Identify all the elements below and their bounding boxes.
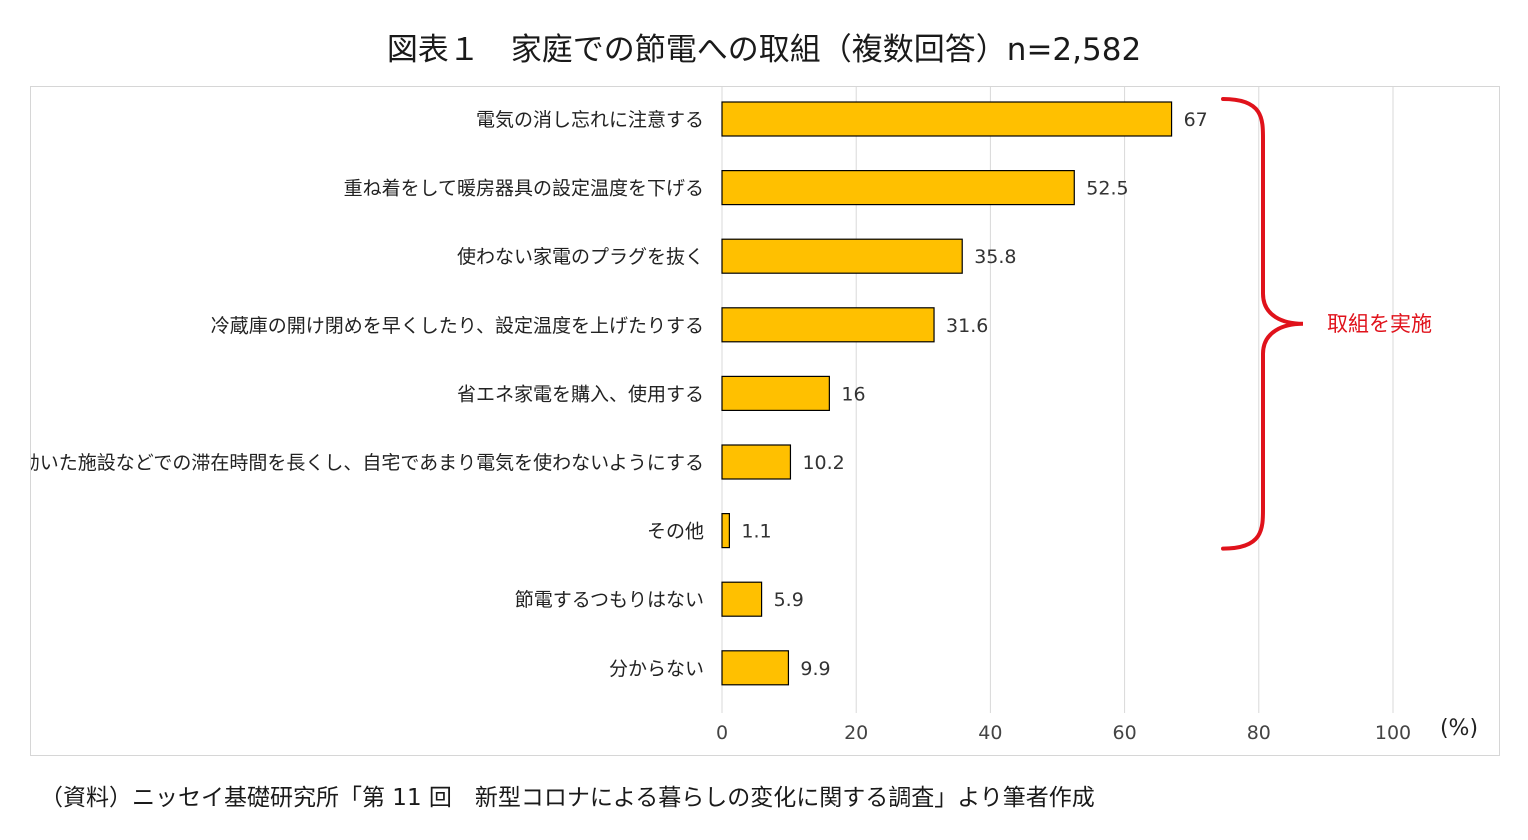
value-label: 5.9 <box>774 589 804 611</box>
category-label: 分からない <box>609 658 704 680</box>
bar <box>721 581 763 617</box>
category-label: 電気の消し忘れに注意する <box>476 109 704 131</box>
value-label: 9.9 <box>800 658 830 680</box>
bar <box>721 650 790 686</box>
labels: 0 20 40 60 80 100 (%) 電気の消し忘れに注意する 67 重ね着をして暖房器具の… <box>31 109 1478 744</box>
value-label: 52.5 <box>1086 178 1128 200</box>
x-tick-label: 0 <box>716 722 728 744</box>
value-label: 31.6 <box>946 315 988 337</box>
bar <box>721 513 730 549</box>
value-label: 10.2 <box>802 452 844 474</box>
category-label: 省エネ家電を購入、使用する <box>457 383 704 405</box>
bar <box>721 444 792 480</box>
x-tick-label: 80 <box>1247 722 1271 744</box>
bar <box>721 375 830 411</box>
bar <box>721 101 1173 137</box>
category-label: 節電するつもりはない <box>515 589 704 611</box>
x-tick-label: 20 <box>844 722 868 744</box>
bar-chart: 0 20 40 60 80 100 (%) 電気の消し忘れに注意する 67 重ね着をして暖房器具の… <box>31 87 1478 744</box>
value-label: 16 <box>841 383 865 405</box>
annotation-label: 取組を実施 <box>1327 312 1432 336</box>
value-label: 35.8 <box>974 246 1016 268</box>
bar <box>721 169 1075 206</box>
source-note: （資料）ニッセイ基礎研究所「第 11 回 新型コロナによる暮らしの変化に関する調… <box>40 785 1095 811</box>
curly-brace-annotation <box>1221 97 1304 551</box>
x-unit-label: (%) <box>1440 716 1478 741</box>
category-label: 使わない家電のプラグを抜く <box>457 246 704 268</box>
chart-frame: 0 20 40 60 80 100 (%) 電気の消し忘れに注意する 67 重ね着をして暖房器具の… <box>30 86 1500 756</box>
x-tick-label: 60 <box>1113 722 1137 744</box>
x-tick-label: 100 <box>1375 722 1411 744</box>
value-label: 67 <box>1184 109 1208 131</box>
x-tick-label: 40 <box>978 722 1002 744</box>
category-label: 重ね着をして暖房器具の設定温度を下げる <box>344 178 704 200</box>
category-label: 冷蔵庫の開け閉めを早くしたり、設定温度を上げたりする <box>211 315 704 337</box>
category-label: その他 <box>647 521 704 543</box>
annotation: 取組を実施 <box>1221 97 1432 551</box>
value-label: 1.1 <box>741 521 771 543</box>
bar <box>721 238 963 274</box>
bar <box>721 307 935 343</box>
category-label: 空調の効いた施設などでの滞在時間を長くし、自宅であまり電気を使わないようにする <box>31 452 704 474</box>
chart-title: 図表１ 家庭での節電への取組（複数回答）n=2,582 <box>386 32 1142 68</box>
bars <box>721 101 1173 686</box>
